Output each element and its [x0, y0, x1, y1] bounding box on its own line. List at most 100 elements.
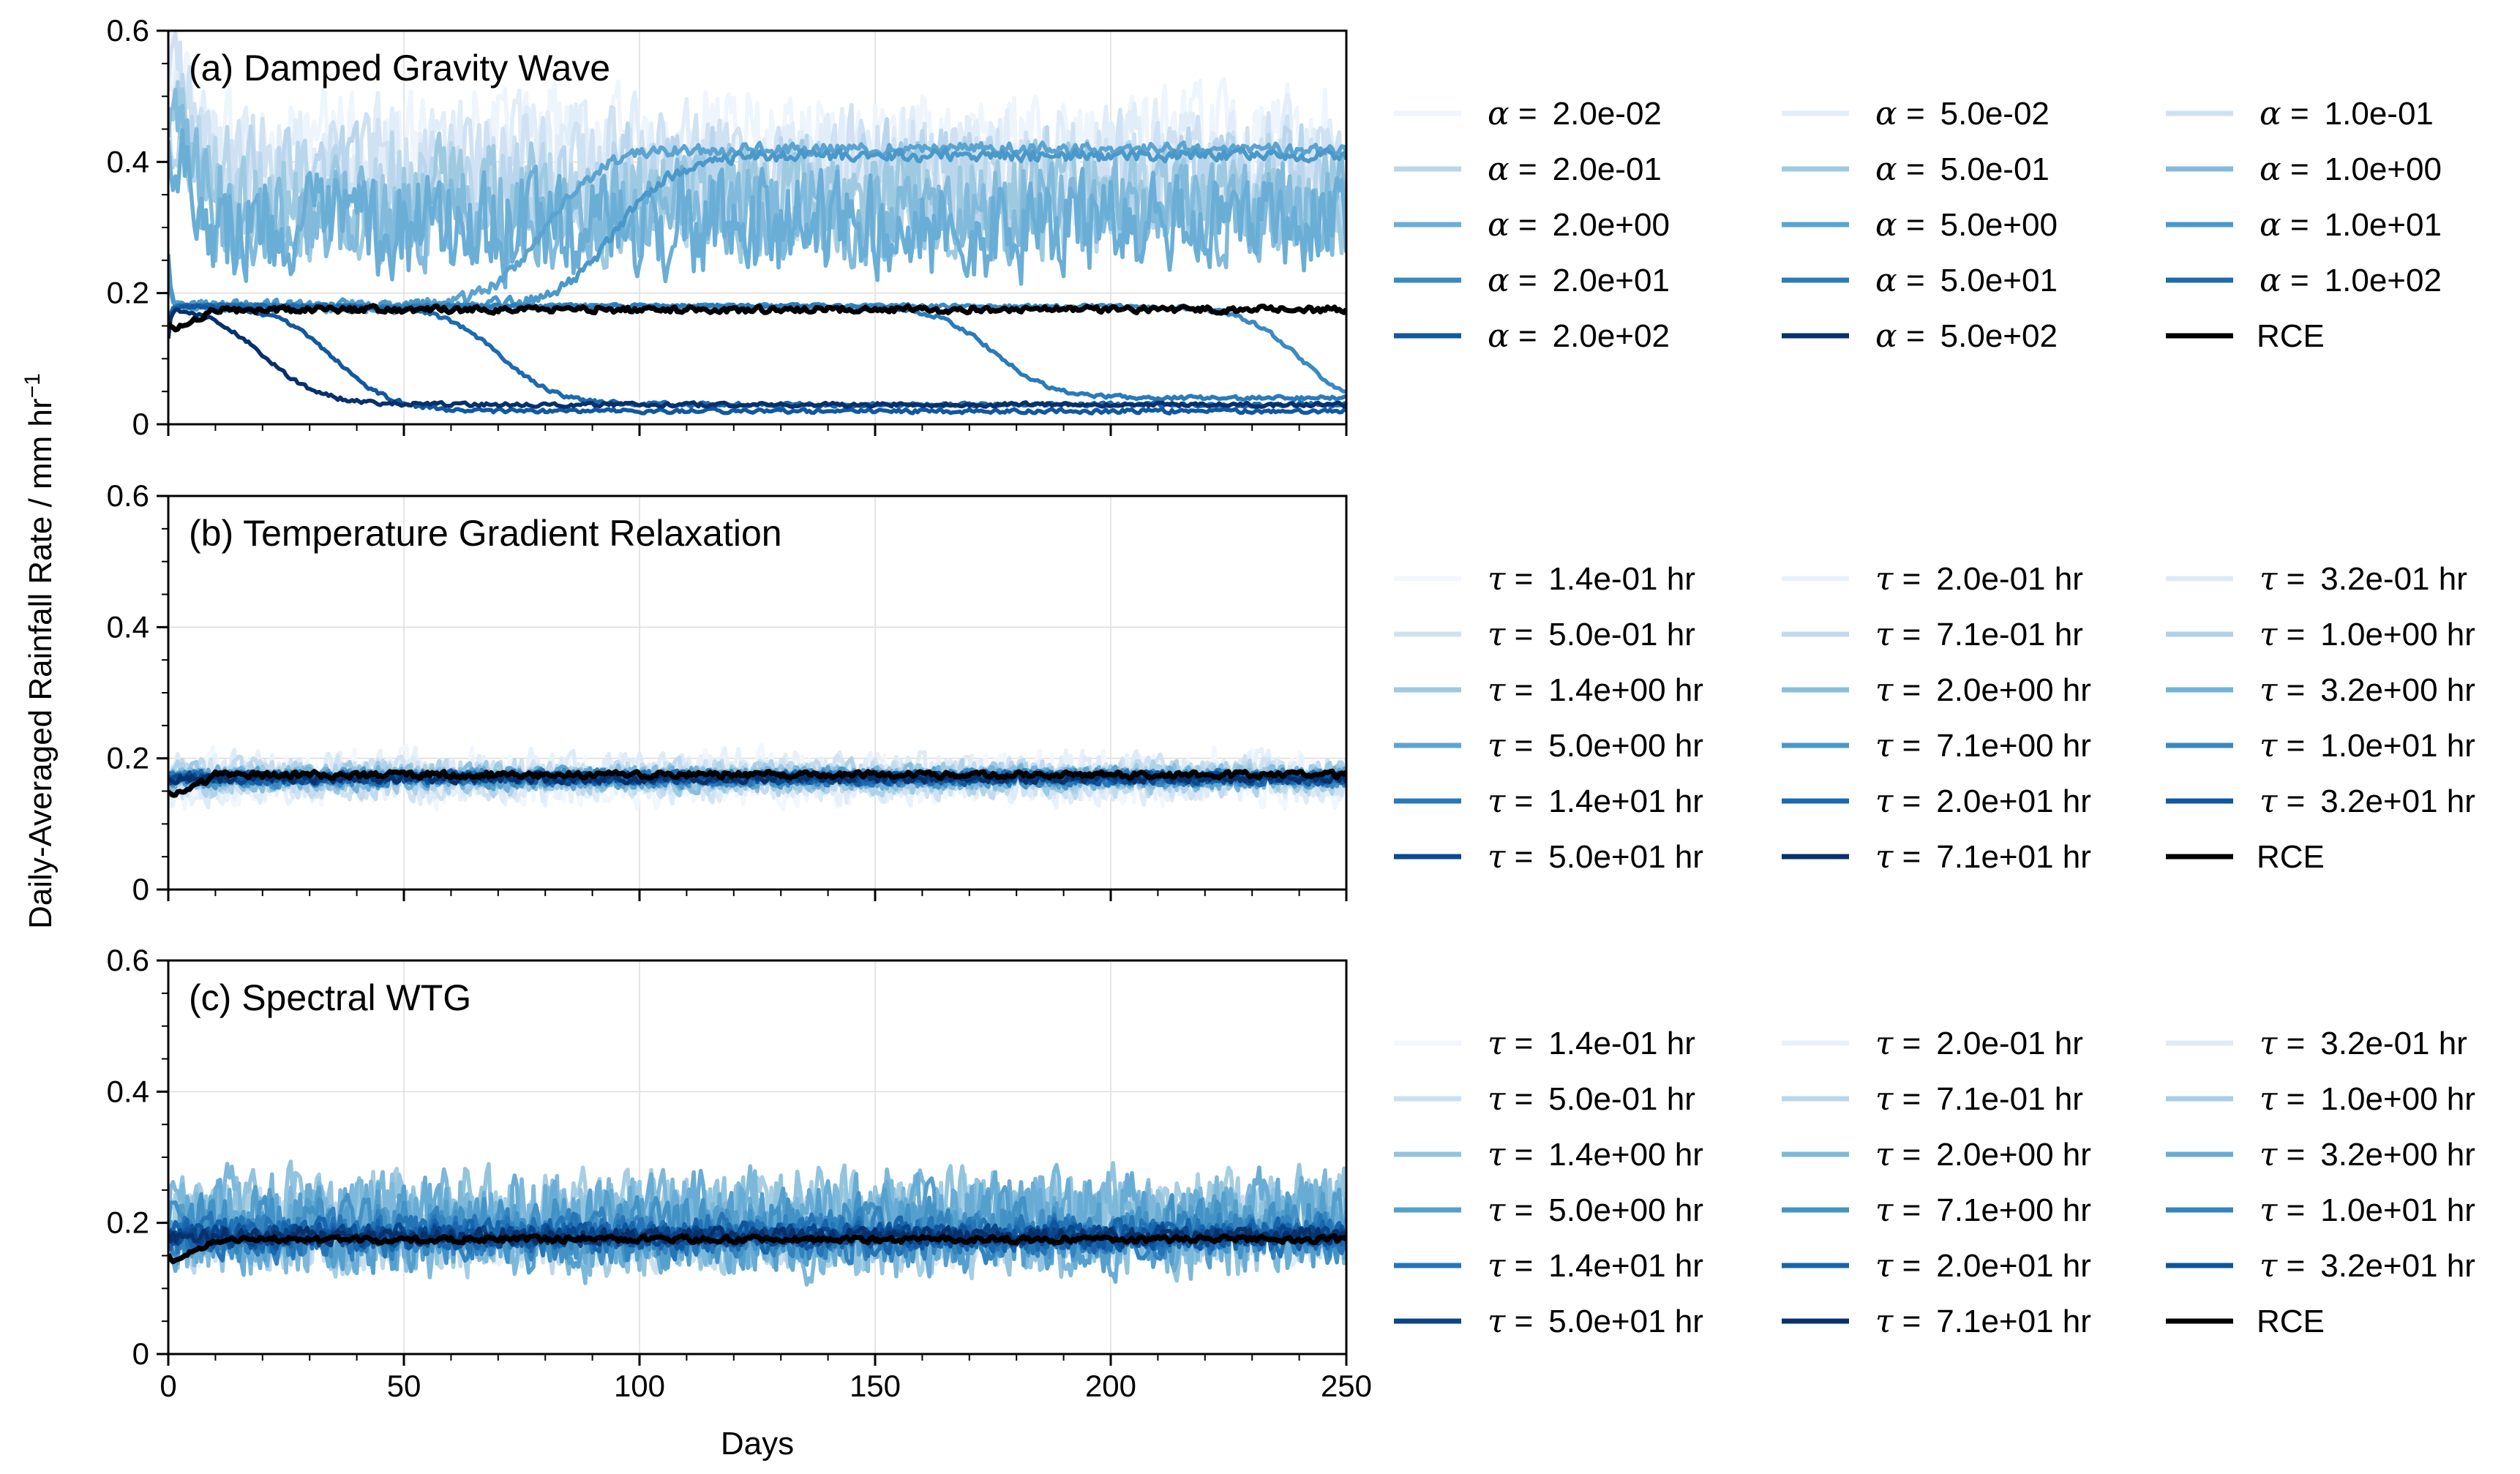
panel-3: 0 50 100 150 200 250 0 0.2 0.4 0.6 (c) Spectral WT…: [107, 943, 2475, 1403]
y-axis-label-superscript: −1: [20, 373, 45, 398]
legend-item-15: τ = 3.2e+01 hr: [2166, 783, 2475, 820]
legend-item-13: τ = 1.4e+01 hr: [1394, 1247, 1703, 1285]
legend-item-rce: RCE: [2166, 318, 2325, 354]
legend-label: τ = 1.0e+00 hr: [2260, 1080, 2475, 1118]
legend-item-12: τ = 1.0e+01 hr: [2166, 727, 2475, 764]
legend-item-7: τ = 1.4e+00 hr: [1394, 1136, 1703, 1173]
legend-item-11: τ = 7.1e+00 hr: [1782, 727, 2091, 764]
legend-label: τ = 2.0e+00 hr: [1875, 672, 2091, 709]
legend-label: α = 2.0e+02: [1488, 317, 1670, 355]
legend-label: α = 5.0e-01: [1875, 151, 2050, 188]
x-tick-label-2: 100: [614, 1369, 665, 1403]
y-tick-label-3: 0.6: [107, 943, 149, 977]
legend-label: τ = 5.0e+00 hr: [1488, 1192, 1703, 1229]
legend-item-9: τ = 3.2e+00 hr: [2166, 672, 2475, 709]
legend-label: α = 2.0e+00: [1488, 206, 1670, 244]
legend-item-3: τ = 3.2e-01 hr: [2166, 560, 2467, 598]
legend-item-13: τ = 1.4e+01 hr: [1394, 783, 1703, 820]
legend-item-16: τ = 5.0e+01 hr: [1394, 838, 1703, 876]
legend-item-17: τ = 7.1e+01 hr: [1782, 838, 2091, 876]
legend-item-14: τ = 2.0e+01 hr: [1782, 1247, 2091, 1285]
legend: τ = 1.4e-01 hr τ = 2.0e-01 hr τ = 3.2e-01 …: [1394, 560, 2475, 876]
series-line-4: [168, 752, 1346, 804]
y-tick-label-0: 0: [132, 872, 149, 906]
legend-item-6: τ = 1.0e+00 hr: [2166, 1080, 2475, 1118]
legend-label: τ = 7.1e-01 hr: [1875, 1080, 2083, 1118]
legend-label: α = 1.0e+01: [2260, 206, 2442, 244]
legend-label: α = 2.0e+01: [1488, 262, 1670, 299]
legend-item-14: τ = 2.0e+01 hr: [1782, 783, 2091, 820]
legend-item-rce: RCE: [2166, 1304, 2325, 1339]
panel-title: (a) Damped Gravity Wave: [189, 48, 610, 89]
legend-item-2: τ = 2.0e-01 hr: [1782, 1025, 2083, 1062]
series-line-7: [168, 128, 1346, 290]
legend-item-12: τ = 1.0e+01 hr: [2166, 1192, 2475, 1229]
legend-item-17: τ = 7.1e+01 hr: [1782, 1303, 2091, 1340]
legend-item-8: τ = 2.0e+00 hr: [1782, 672, 2091, 709]
legend-label: α = 2.0e-02: [1488, 95, 1662, 132]
legend-item-6: α = 1.0e+00: [2166, 151, 2442, 188]
legend-label: τ = 7.1e-01 hr: [1875, 616, 2083, 653]
axes-frame: [167, 495, 1348, 891]
y-tick-label-3: 0.6: [107, 13, 149, 48]
legend-label: α = 1.0e-01: [2260, 95, 2434, 132]
legend-label: α = 5.0e+01: [1875, 262, 2058, 299]
legend-label: τ = 7.1e+00 hr: [1875, 727, 2091, 764]
series-line-rce: [168, 1233, 1346, 1265]
legend-item-10: τ = 5.0e+00 hr: [1394, 1192, 1703, 1229]
legend-item-15: τ = 3.2e+01 hr: [2166, 1247, 2475, 1285]
legend-label: α = 5.0e-02: [1875, 95, 2050, 132]
legend-item-6: τ = 1.0e+00 hr: [2166, 616, 2475, 653]
legend-item-9: τ = 3.2e+00 hr: [2166, 1136, 2475, 1173]
legend-item-1: τ = 1.4e-01 hr: [1394, 560, 1695, 598]
legend-item-5: τ = 7.1e-01 hr: [1782, 616, 2083, 653]
legend-label: τ = 2.0e+00 hr: [1875, 1136, 2091, 1173]
legend-label: α = 1.0e+00: [2260, 151, 2442, 188]
legend-label: τ = 1.4e+01 hr: [1488, 1247, 1703, 1285]
legend-item-1: α = 2.0e-02: [1394, 95, 1662, 132]
legend-item-8: α = 5.0e+00: [1782, 206, 2058, 244]
legend: α = 2.0e-02 α = 5.0e-02 α = 1.0e-01 α = 2.0…: [1394, 95, 2442, 355]
panels: 0 0.2 0.4 0.6 (a) Damped Gravity Wave α = 2.0…: [107, 13, 2475, 1403]
legend-item-8: τ = 2.0e+00 hr: [1782, 1136, 2091, 1173]
series-line-11: [168, 301, 1346, 402]
series-line-10: [168, 301, 1346, 394]
legend-item-12: α = 1.0e+02: [2166, 262, 2442, 299]
legend-label: τ = 2.0e+01 hr: [1875, 1247, 2091, 1285]
legend-label: τ = 3.2e-01 hr: [2260, 560, 2467, 598]
y-tick-label-2: 0.4: [107, 1074, 149, 1108]
legend-label: τ = 1.0e+01 hr: [2260, 727, 2475, 764]
legend-item-14: α = 5.0e+02: [1782, 317, 2058, 355]
series-line-13: [168, 303, 1346, 415]
legend-item-3: α = 1.0e-01: [2166, 95, 2434, 132]
legend-item-13: α = 2.0e+02: [1394, 317, 1670, 355]
legend-label: τ = 2.0e+01 hr: [1875, 783, 2091, 820]
legend-label: τ = 5.0e+01 hr: [1488, 838, 1703, 876]
legend-item-rce: RCE: [2166, 839, 2325, 875]
series-line-rce: [168, 303, 1346, 333]
legend-item-9: α = 1.0e+01: [2166, 206, 2442, 244]
x-axis-label: Days: [721, 1426, 794, 1462]
legend-label: τ = 5.0e+01 hr: [1488, 1303, 1703, 1340]
x-tick-label-5: 250: [1321, 1369, 1372, 1403]
legend-item-11: τ = 7.1e+00 hr: [1782, 1192, 2091, 1229]
legend-item-5: τ = 7.1e-01 hr: [1782, 1080, 2083, 1118]
x-tick-label-3: 150: [850, 1369, 901, 1403]
y-axis-label: Daily-Averaged Rainfall Rate / mm hr−1: [20, 373, 59, 929]
y-tick-label-1: 0.2: [107, 276, 149, 310]
legend-label: RCE: [2257, 318, 2325, 354]
legend-item-5: α = 5.0e-01: [1782, 151, 2050, 188]
panel-2: 0 0.2 0.4 0.6 (b) Temperature Gradient Relax…: [107, 478, 2475, 906]
y-tick-label-0: 0: [132, 407, 149, 441]
legend-item-3: τ = 3.2e-01 hr: [2166, 1025, 2467, 1062]
legend-item-7: α = 2.0e+00: [1394, 206, 1670, 244]
legend-label: τ = 1.4e+00 hr: [1488, 1136, 1703, 1173]
legend-label: α = 5.0e+00: [1875, 206, 2058, 244]
legend-label: τ = 2.0e-01 hr: [1875, 560, 2083, 598]
legend-item-1: τ = 1.4e-01 hr: [1394, 1025, 1695, 1062]
legend-item-4: τ = 5.0e-01 hr: [1394, 1080, 1695, 1118]
x-tick-label-1: 50: [387, 1369, 421, 1403]
panel-title: (b) Temperature Gradient Relaxation: [189, 513, 782, 554]
legend-item-10: α = 2.0e+01: [1394, 262, 1670, 299]
legend-label: τ = 7.1e+00 hr: [1875, 1192, 2091, 1229]
